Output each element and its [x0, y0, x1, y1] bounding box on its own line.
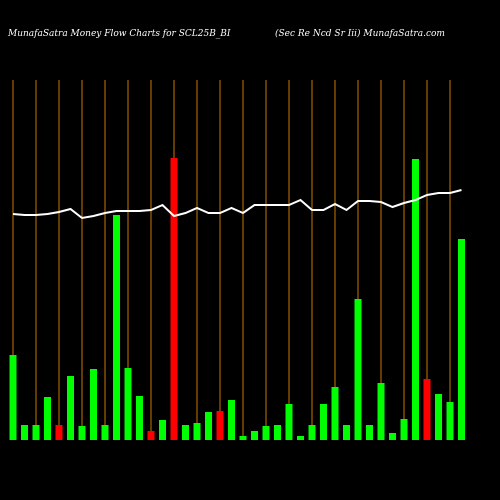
bar	[239, 436, 247, 440]
bar	[389, 433, 396, 440]
bar	[216, 411, 224, 440]
bar	[343, 425, 350, 440]
bar	[67, 376, 74, 440]
bar	[193, 423, 201, 440]
bar	[78, 426, 86, 440]
bar	[377, 383, 385, 440]
bar	[331, 387, 339, 440]
chart-title: MunafaSatra Money Flow Charts for SCL25B…	[7, 29, 231, 39]
bar	[274, 425, 281, 440]
bar	[446, 402, 454, 440]
bar	[136, 396, 143, 440]
bar	[159, 420, 166, 440]
bar	[458, 239, 465, 440]
bar	[101, 425, 109, 440]
bar	[182, 425, 189, 440]
bar	[285, 404, 293, 440]
bar	[32, 425, 40, 440]
bar	[435, 394, 442, 440]
bar	[320, 404, 327, 440]
bar	[366, 425, 373, 440]
bar	[44, 397, 51, 440]
bar	[170, 158, 178, 440]
bar	[55, 425, 63, 440]
bar	[21, 425, 28, 440]
bar	[205, 412, 212, 440]
bar	[308, 425, 316, 440]
bar	[297, 436, 304, 440]
bar	[124, 368, 132, 440]
bar	[9, 355, 17, 440]
bar	[90, 369, 97, 440]
bar	[412, 159, 419, 440]
bar	[228, 400, 235, 440]
bar	[262, 426, 270, 440]
bar	[400, 419, 408, 440]
bar	[251, 431, 258, 440]
bar	[147, 431, 155, 440]
chart-subtitle: (Sec Re Ncd Sr Iii) MunafaSatra.com	[275, 28, 445, 39]
flow-line	[12, 189, 462, 220]
bar	[354, 299, 362, 440]
bar	[113, 215, 120, 440]
bar	[423, 379, 431, 440]
